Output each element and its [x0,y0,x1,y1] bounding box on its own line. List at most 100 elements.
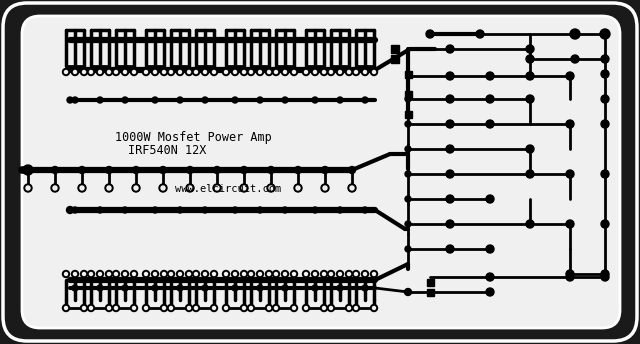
Circle shape [204,71,207,74]
Circle shape [72,97,78,103]
Circle shape [257,68,264,75]
Circle shape [446,245,454,253]
Circle shape [132,166,140,173]
Text: 1000W Mosfet Power Amp: 1000W Mosfet Power Amp [115,130,272,143]
Circle shape [291,68,298,75]
Circle shape [88,68,95,75]
Circle shape [405,171,411,177]
Circle shape [72,270,79,278]
Circle shape [195,71,198,74]
Circle shape [202,67,208,73]
Circle shape [526,170,534,178]
Circle shape [132,71,136,74]
Circle shape [108,71,111,74]
Circle shape [446,170,454,178]
Circle shape [321,270,328,278]
Circle shape [72,285,78,291]
Circle shape [269,186,273,190]
Bar [426,279,433,286]
Circle shape [143,270,150,278]
Bar [404,71,412,77]
Circle shape [65,272,67,276]
Circle shape [81,304,88,312]
Circle shape [170,307,173,310]
Circle shape [145,272,147,276]
Circle shape [405,221,411,227]
Circle shape [74,272,77,276]
Circle shape [106,166,113,173]
Circle shape [223,270,230,278]
Circle shape [83,307,86,310]
Circle shape [65,307,67,310]
Circle shape [268,307,271,310]
Circle shape [323,272,326,276]
Circle shape [97,97,103,103]
Circle shape [106,68,113,75]
Circle shape [346,270,353,278]
Circle shape [99,71,102,74]
Circle shape [152,67,158,73]
Circle shape [362,97,368,103]
Circle shape [405,246,411,252]
Circle shape [372,272,376,276]
Circle shape [193,68,200,75]
Circle shape [486,72,494,80]
Circle shape [323,71,326,74]
Circle shape [72,67,78,73]
Circle shape [161,68,168,75]
Circle shape [273,68,280,75]
Circle shape [163,71,166,74]
Circle shape [223,68,230,75]
Text: www.elcircuit.com: www.elcircuit.com [175,184,281,194]
Circle shape [152,285,158,291]
Circle shape [362,285,368,291]
Circle shape [328,68,335,75]
Circle shape [292,272,296,276]
Circle shape [225,272,227,276]
Circle shape [88,304,95,312]
Circle shape [26,186,30,190]
Circle shape [186,304,193,312]
Circle shape [566,273,574,281]
Circle shape [72,207,78,213]
Circle shape [51,184,59,192]
Circle shape [24,166,31,173]
Circle shape [24,184,32,192]
Circle shape [372,307,376,310]
Circle shape [113,68,120,75]
Circle shape [526,220,534,228]
Circle shape [250,307,253,310]
Circle shape [446,145,454,153]
Circle shape [305,71,307,74]
Circle shape [314,71,317,74]
Circle shape [294,166,301,173]
Circle shape [259,71,262,74]
Circle shape [405,96,411,102]
Circle shape [303,68,310,75]
Circle shape [446,45,454,53]
Circle shape [248,304,255,312]
Circle shape [601,170,609,178]
Circle shape [212,272,216,276]
Circle shape [202,97,208,103]
Circle shape [268,272,271,276]
Circle shape [193,270,200,278]
Circle shape [353,68,360,75]
Circle shape [601,55,609,63]
Circle shape [601,220,609,228]
Bar [391,45,399,53]
Circle shape [179,272,182,276]
Circle shape [177,207,183,213]
Circle shape [240,184,248,192]
Circle shape [355,307,358,310]
Circle shape [232,270,239,278]
Circle shape [90,272,93,276]
Circle shape [404,289,412,295]
Circle shape [566,170,574,178]
Circle shape [312,270,319,278]
Circle shape [106,304,113,312]
Circle shape [566,120,574,128]
Circle shape [405,121,411,127]
Circle shape [601,95,609,103]
Bar [391,55,399,63]
